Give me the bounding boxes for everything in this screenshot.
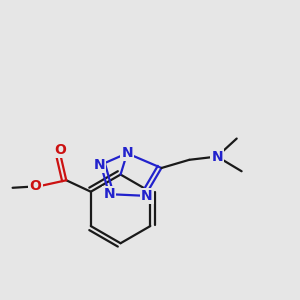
Text: O: O bbox=[54, 143, 66, 157]
Text: O: O bbox=[30, 179, 41, 193]
Text: N: N bbox=[94, 158, 105, 172]
Text: N: N bbox=[103, 187, 115, 201]
Text: N: N bbox=[141, 189, 152, 203]
Text: N: N bbox=[121, 146, 133, 160]
Text: N: N bbox=[211, 149, 223, 164]
